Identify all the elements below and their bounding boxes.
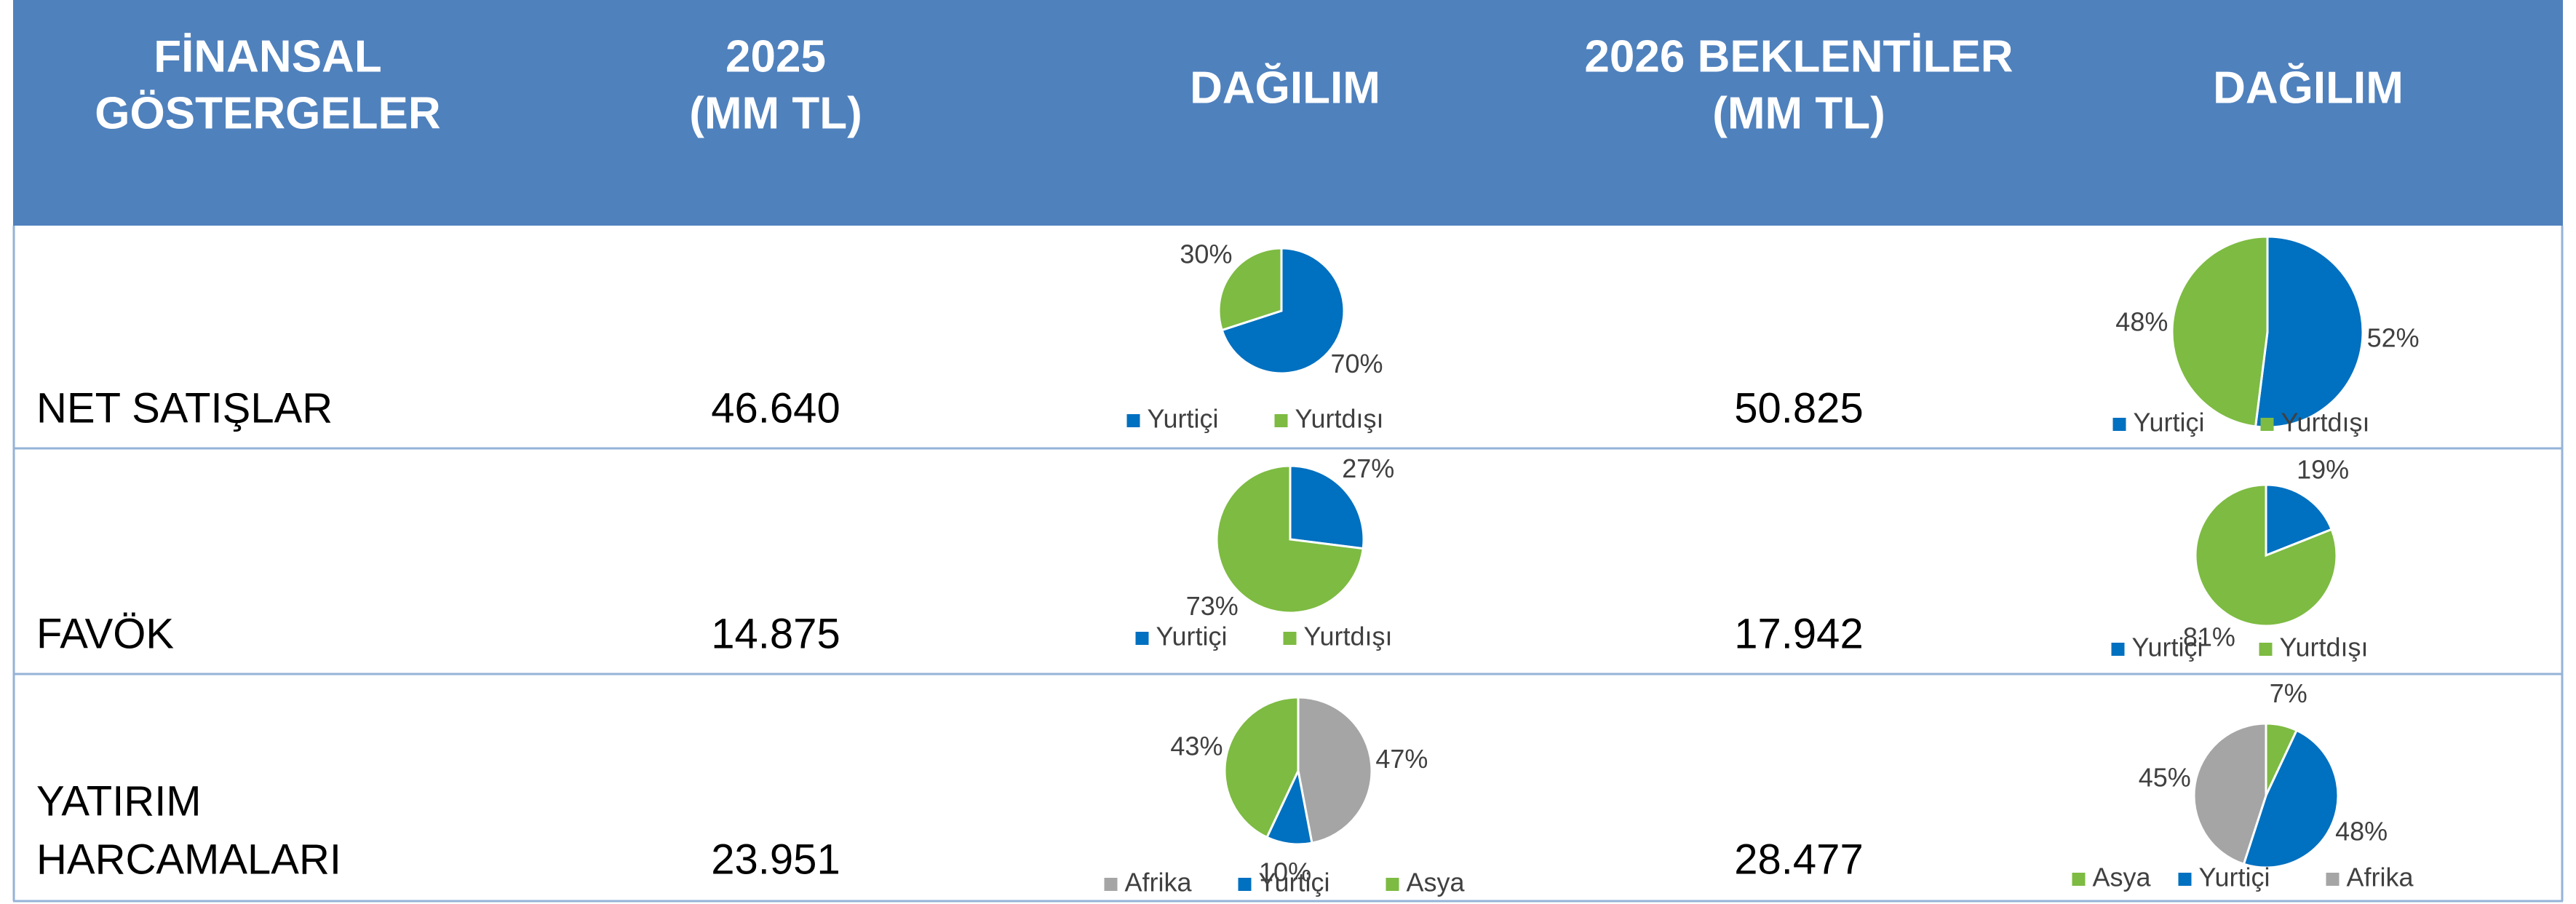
legend-swatch [1238, 878, 1252, 891]
pie-label: 43% [1170, 731, 1223, 761]
legend-label: Afrika [1125, 868, 1193, 897]
pie-label: 52% [2367, 322, 2420, 352]
legend-swatch [2178, 873, 2192, 886]
pie-slice [2171, 235, 2269, 428]
pie-label: 30% [1180, 239, 1232, 269]
header-cell: 2026 BEKLENTİLER [1584, 31, 2013, 82]
legend-label: Yurtdışı [2281, 408, 2370, 437]
value-2025: 46.640 [711, 384, 840, 432]
value-2025: 14.875 [711, 610, 840, 657]
pie-label: 48% [2335, 816, 2388, 846]
pie-label: 73% [1186, 591, 1239, 621]
pie-slice [2242, 729, 2340, 869]
value-2026: 28.477 [1734, 836, 1863, 883]
legend-label: Yurtdışı [1304, 622, 1393, 651]
header-cell: FİNANSAL [154, 31, 381, 82]
header-cell: DAĞILIM [2213, 63, 2404, 113]
legend-label: Yurtiçi [1259, 868, 1330, 897]
pie-label: 27% [1342, 453, 1394, 483]
legend-swatch [1126, 414, 1140, 427]
legend-swatch [2260, 418, 2274, 431]
legend-swatch [1135, 632, 1149, 645]
row-label: HARCAMALARI [36, 836, 341, 883]
pie-slice [1223, 696, 1300, 839]
legend-swatch [2112, 418, 2126, 431]
value-2026: 50.825 [1734, 384, 1863, 432]
legend-label: Yurtiçi [1148, 404, 1219, 434]
pie-label: 47% [1375, 744, 1428, 774]
legend-label: Yurtiçi [2199, 863, 2270, 892]
legend-label: Asya [2093, 863, 2152, 892]
pie-slice [1217, 247, 1283, 332]
legend-label: Yurtiçi [2134, 408, 2205, 437]
pie-label: 45% [2139, 762, 2191, 792]
legend-label: Asya [1407, 868, 1466, 897]
pie-label: 19% [2297, 455, 2349, 485]
pie-slice [1297, 696, 1373, 844]
pie-slice [1220, 247, 1345, 375]
pie-label: 10% [1259, 857, 1311, 887]
header-cell: 2025 [726, 31, 826, 82]
legend-label: Yurtiçi [1156, 622, 1228, 651]
legend-swatch [1283, 632, 1297, 645]
header-cell: DAĞILIM [1190, 63, 1380, 113]
legend-swatch [1386, 878, 1399, 891]
pie-slice [1215, 464, 1364, 614]
pie-label: 70% [1331, 349, 1383, 378]
header-cell: GÖSTERGELER [95, 88, 440, 138]
legend-swatch [1274, 414, 1288, 427]
legend-swatch [2326, 873, 2340, 886]
legend-label: Afrika [2347, 863, 2414, 892]
pie-slice [2193, 722, 2267, 866]
legend-swatch [1104, 878, 1118, 891]
pie-slice [1289, 464, 1365, 550]
legend-swatch [2072, 873, 2086, 886]
pie-label: 7% [2270, 678, 2307, 708]
legend-swatch [2259, 643, 2273, 656]
legend-swatch [2111, 643, 2125, 656]
header-bg [13, 0, 2563, 226]
header-cell: (MM TL) [689, 88, 862, 138]
header-cell: (MM TL) [1712, 88, 1885, 138]
pie-label: 81% [2183, 622, 2235, 651]
pie-label: 48% [2115, 307, 2168, 337]
legend-label: Yurtiçi [2132, 633, 2203, 662]
pie-slice [2254, 235, 2364, 429]
pie-slice [2265, 483, 2334, 558]
value-2025: 23.951 [711, 836, 840, 883]
row-label: YATIRIM [36, 777, 202, 825]
row-label: NET SATIŞLAR [36, 384, 333, 432]
row-label: FAVÖK [36, 610, 174, 657]
legend-label: Yurtdışı [1295, 404, 1384, 434]
table-lines [12, 226, 2564, 903]
legend-label: Yurtdışı [2280, 633, 2369, 662]
pie-slice [2194, 483, 2338, 627]
value-2026: 17.942 [1734, 610, 1863, 657]
